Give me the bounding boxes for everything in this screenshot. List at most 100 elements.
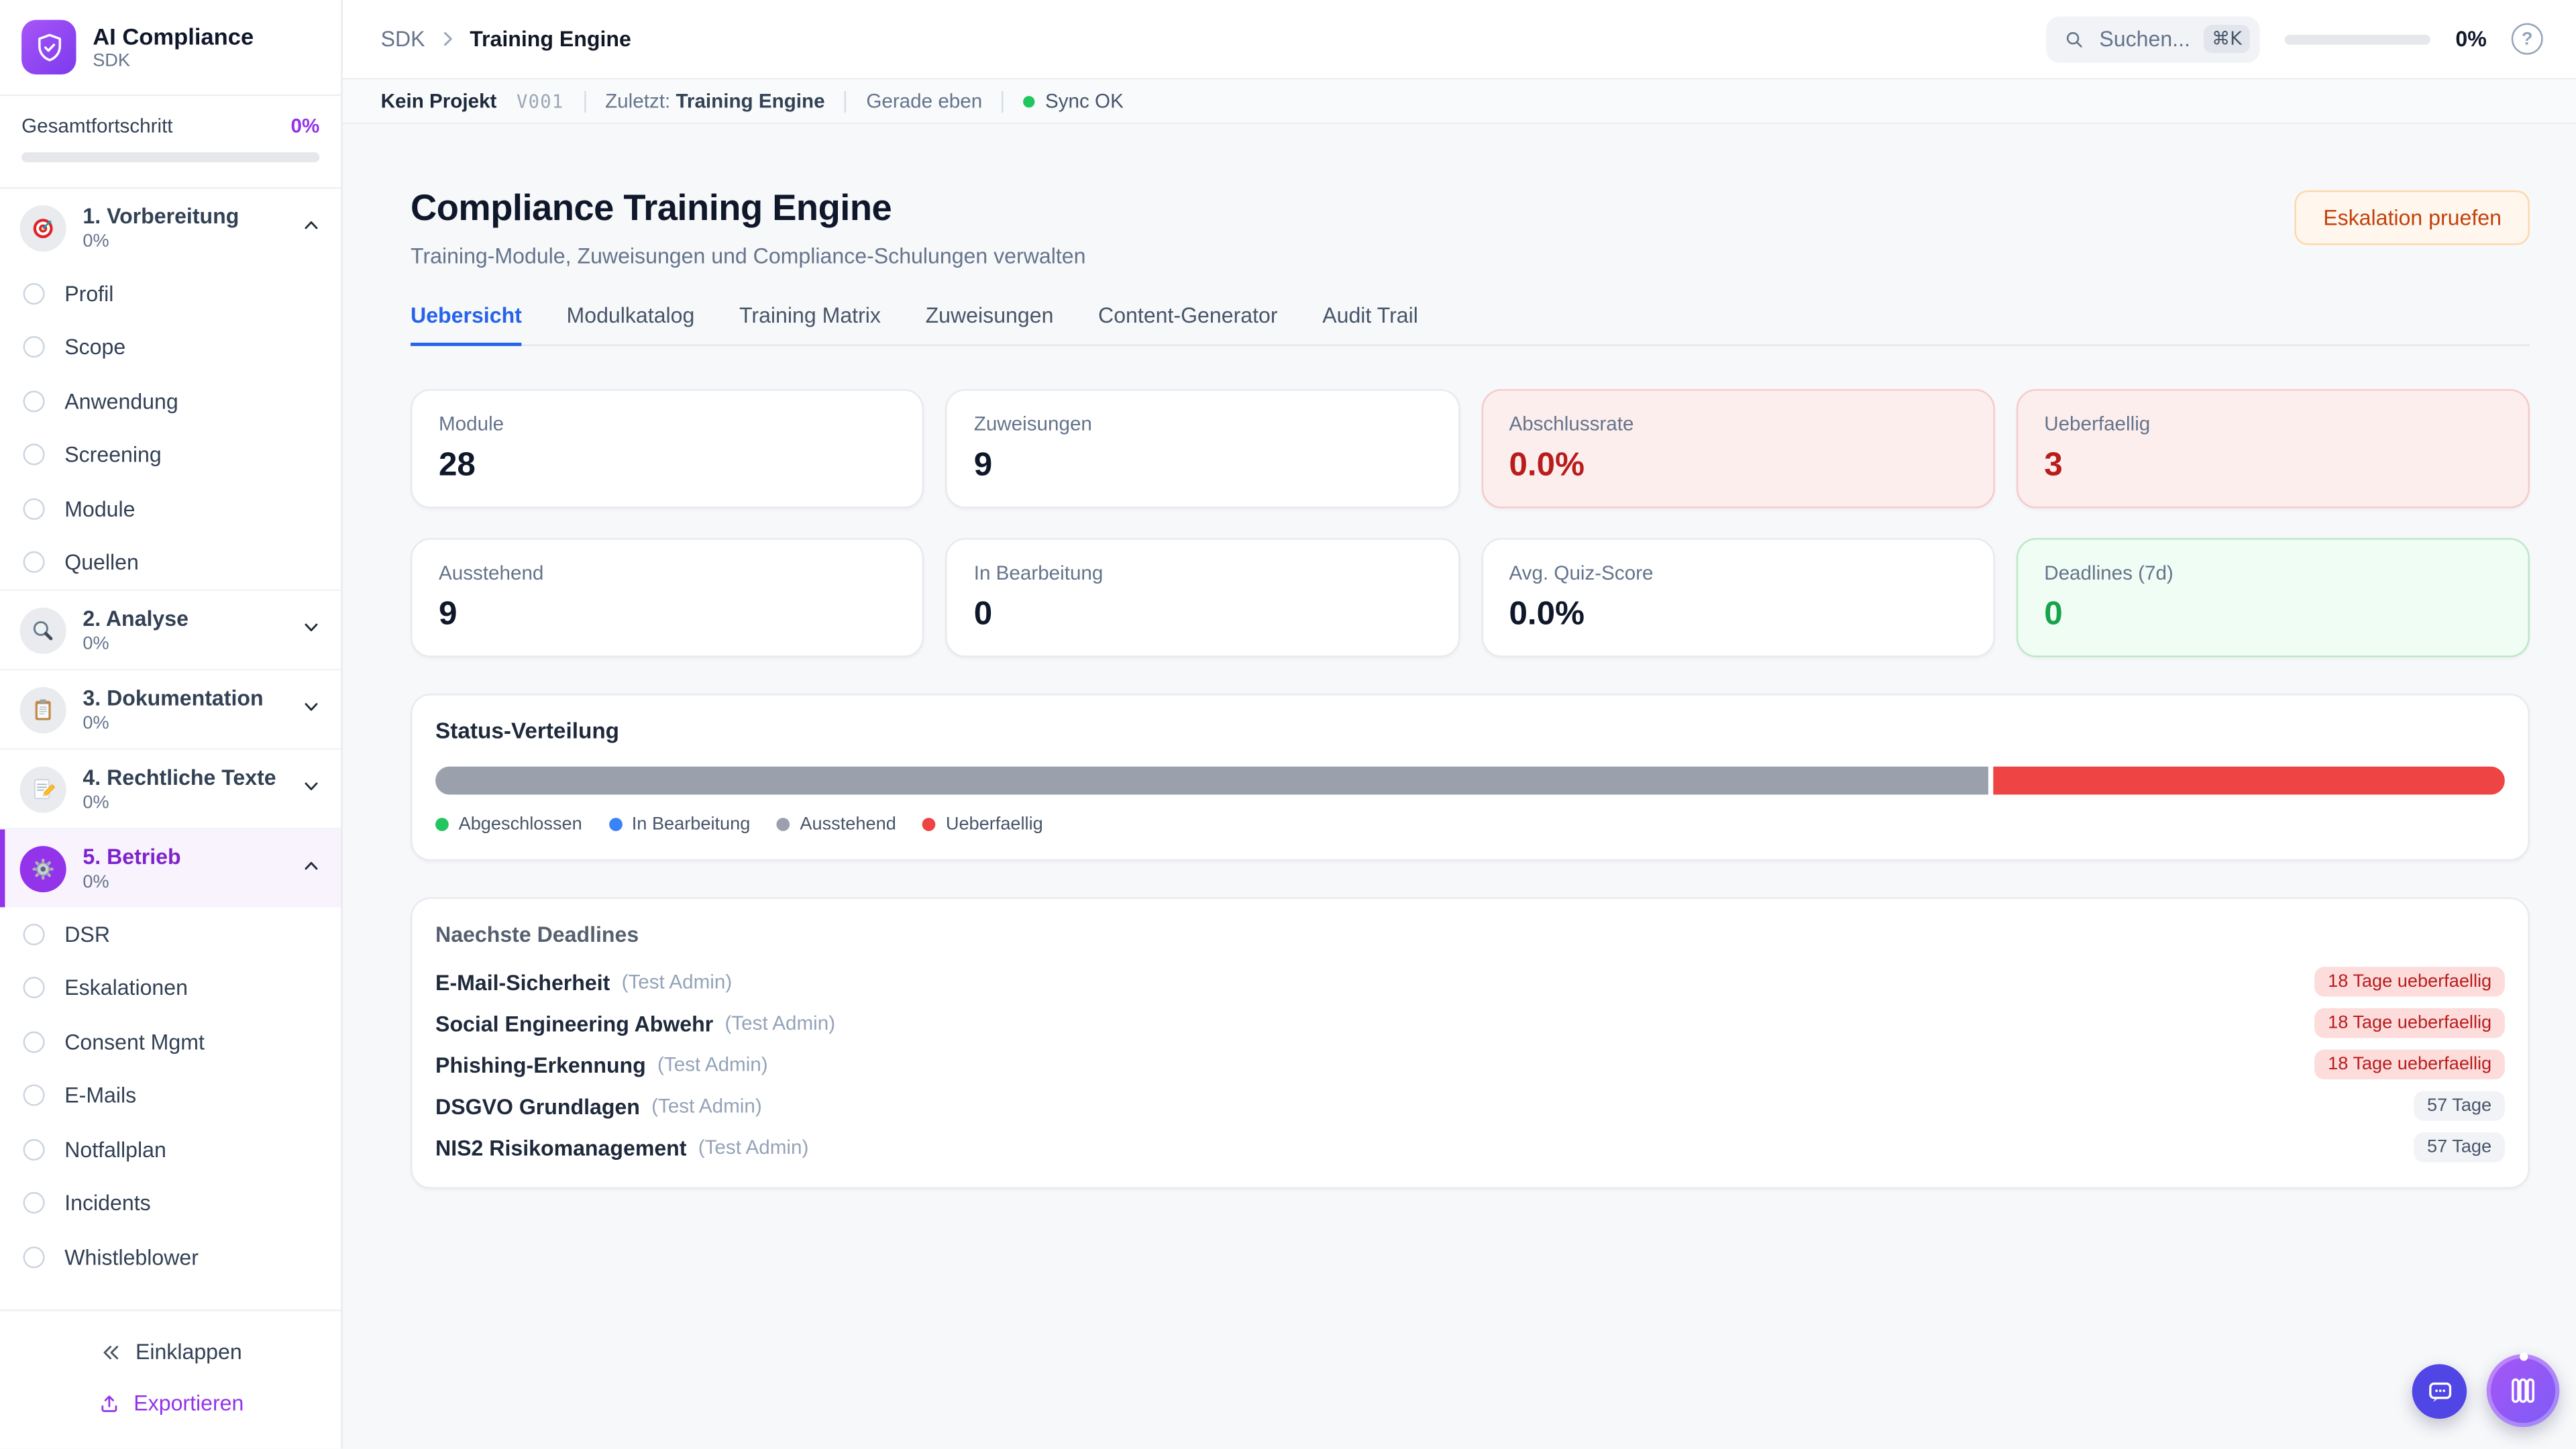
last-prefix: Zuletzt:	[605, 89, 671, 113]
deadline-assignee: (Test Admin)	[651, 1094, 762, 1118]
radio-circle-icon	[23, 336, 45, 358]
stat-label: Ueberfaellig	[2044, 412, 2151, 436]
target-icon	[30, 215, 56, 241]
stat-value: 3	[2044, 447, 2063, 484]
sidebar-item-anwendung[interactable]: Anwendung	[0, 374, 341, 428]
chat-icon	[2424, 1377, 2454, 1406]
deadline-badge: 18 Tage ueberfaellig	[2314, 1008, 2505, 1038]
section-percent: 0%	[83, 713, 109, 734]
search-icon	[2063, 28, 2086, 51]
last-opened: Zuletzt: Training Engine	[605, 89, 825, 113]
topbar-right: Suchen... ⌘K 0% ?	[2046, 15, 2543, 62]
app-product: SDK	[93, 51, 131, 72]
board-fab-button[interactable]	[2486, 1352, 2560, 1428]
sidebar-section-2-analyse: 2. Analyse 0%	[0, 591, 341, 671]
chevron-up-icon	[301, 853, 321, 883]
app-titles: AI Compliance SDK	[93, 23, 254, 72]
stat-value: 0	[973, 596, 993, 633]
sidebar-item-notfallplan[interactable]: Notfallplan	[0, 1122, 341, 1176]
sidebar-item-e-mails[interactable]: E-Mails	[0, 1069, 341, 1122]
overall-progress-track	[21, 152, 320, 162]
sidebar-section-4-rechtliche-texte: 4. Rechtliche Texte 0%	[0, 750, 341, 830]
chat-fab-button[interactable]	[2412, 1364, 2467, 1419]
chevron	[301, 215, 321, 235]
sidebar-item-scope[interactable]: Scope	[0, 321, 341, 374]
search-placeholder: Suchen...	[2099, 26, 2190, 52]
sidebar-footer: Einklappen Exportieren	[0, 1309, 341, 1448]
legend-label: Abgeschlossen	[458, 814, 582, 835]
last-value: Training Engine	[676, 89, 825, 113]
sidebar-item-dsr[interactable]: DSR	[0, 907, 341, 961]
clipboard-icon	[19, 686, 66, 733]
section-label: 5. Betrieb	[83, 844, 181, 869]
legend-item-in-bearbeitung: In Bearbeitung	[608, 814, 750, 835]
sidebar-section-header-4-rechtliche-texte[interactable]: 4. Rechtliche Texte 0%	[0, 750, 341, 828]
page-title-block: Compliance Training Engine Training-Modu…	[411, 185, 1085, 268]
stat-card-ausstehend: Ausstehend 9	[411, 538, 924, 657]
stat-card-in-bearbeitung: In Bearbeitung 0	[945, 538, 1460, 657]
sidebar-item-label: Consent Mgmt	[64, 1029, 205, 1055]
memo-icon	[19, 765, 66, 812]
tab-uebersicht[interactable]: Uebersicht	[411, 303, 523, 346]
check-escalation-button[interactable]: Eskalation pruefen	[2295, 190, 2530, 246]
radio-circle-icon	[23, 1192, 45, 1214]
sidebar-section-header-2-analyse[interactable]: 2. Analyse 0%	[0, 591, 341, 669]
collapse-sidebar-button[interactable]: Einklappen	[0, 1326, 341, 1378]
divider	[1002, 90, 1004, 112]
sidebar-item-label: Anwendung	[64, 388, 178, 414]
sidebar-section-header-1-vorbereitung[interactable]: 1. Vorbereitung 0%	[0, 189, 341, 266]
sidebar-item-label: Screening	[64, 442, 162, 468]
app-logo	[21, 19, 76, 75]
sidebar-item-module[interactable]: Module	[0, 482, 341, 535]
radio-circle-icon	[23, 923, 45, 945]
sidebar-item-whistleblower[interactable]: Whistleblower	[0, 1230, 341, 1284]
sidebar-section-header-5-betrieb[interactable]: 5. Betrieb 0%	[0, 829, 341, 908]
radio-circle-icon	[23, 551, 45, 574]
sidebar-item-consent-mgmt[interactable]: Consent Mgmt	[0, 1015, 341, 1069]
tab-zuweisungen[interactable]: Zuweisungen	[925, 303, 1054, 328]
tab-audit-trail[interactable]: Audit Trail	[1322, 303, 1418, 328]
section-info: 1. Vorbereitung 0%	[83, 204, 284, 252]
deadline-badge: 18 Tage ueberfaellig	[2314, 967, 2505, 997]
stat-card-module: Module 28	[411, 388, 924, 508]
chevron	[301, 855, 321, 875]
breadcrumb-root[interactable]: SDK	[380, 26, 425, 52]
kanban-columns-icon	[2506, 1374, 2539, 1407]
deadline-assignee: (Test Admin)	[621, 970, 733, 994]
legend-item-abgeschlossen: Abgeschlossen	[435, 814, 582, 835]
sidebar-item-profil[interactable]: Profil	[0, 266, 341, 320]
shield-check-icon	[32, 31, 65, 64]
section-info: 3. Dokumentation 0%	[83, 686, 284, 734]
app-name: AI Compliance	[93, 23, 254, 50]
stat-label: Abschlussrate	[1509, 412, 1634, 436]
stat-label: Ausstehend	[438, 561, 544, 585]
stat-label: Deadlines (7d)	[2044, 561, 2174, 585]
tab-modulkatalog[interactable]: Modulkatalog	[566, 303, 695, 328]
search-input[interactable]: Suchen... ⌘K	[2046, 15, 2261, 62]
deadline-name: NIS2 Risikomanagement	[435, 1134, 687, 1160]
sidebar: AI Compliance SDK Gesamtfortschritt 0% 1…	[0, 0, 343, 1449]
export-label: Exportieren	[133, 1391, 244, 1416]
legend-label: Ausstehend	[800, 814, 896, 835]
sidebar-item-incidents[interactable]: Incidents	[0, 1176, 341, 1230]
sidebar-item-eskalationen[interactable]: Eskalationen	[0, 961, 341, 1015]
upload-icon	[97, 1391, 121, 1415]
section-percent: 0%	[83, 872, 109, 893]
stat-value: 9	[438, 596, 458, 633]
help-icon[interactable]: ?	[2511, 23, 2543, 55]
sidebar-item-screening[interactable]: Screening	[0, 428, 341, 482]
legend-label: In Bearbeitung	[631, 814, 751, 835]
tab-training-matrix[interactable]: Training Matrix	[739, 303, 881, 328]
sidebar-section-header-3-dokumentation[interactable]: 3. Dokumentation 0%	[0, 670, 341, 748]
legend-dot-icon	[608, 818, 622, 831]
stat-label: In Bearbeitung	[973, 561, 1104, 585]
stat-value: 28	[438, 447, 476, 484]
sidebar-section-1-vorbereitung: 1. Vorbereitung 0% Profil Scope Anwendung Scr…	[0, 189, 341, 592]
status-bar: Kein Projekt V001 Zuletzt: Training Engi…	[342, 79, 2576, 125]
sidebar-item-quellen[interactable]: Quellen	[0, 535, 341, 589]
gear-icon	[30, 855, 56, 881]
export-button[interactable]: Exportieren	[0, 1377, 341, 1429]
tab-content-generator[interactable]: Content-Generator	[1098, 303, 1278, 328]
deadlines-list: E-Mail-Sicherheit (Test Admin) 18 Tage ueb…	[435, 967, 2505, 1163]
section-info: 5. Betrieb 0%	[83, 845, 284, 893]
